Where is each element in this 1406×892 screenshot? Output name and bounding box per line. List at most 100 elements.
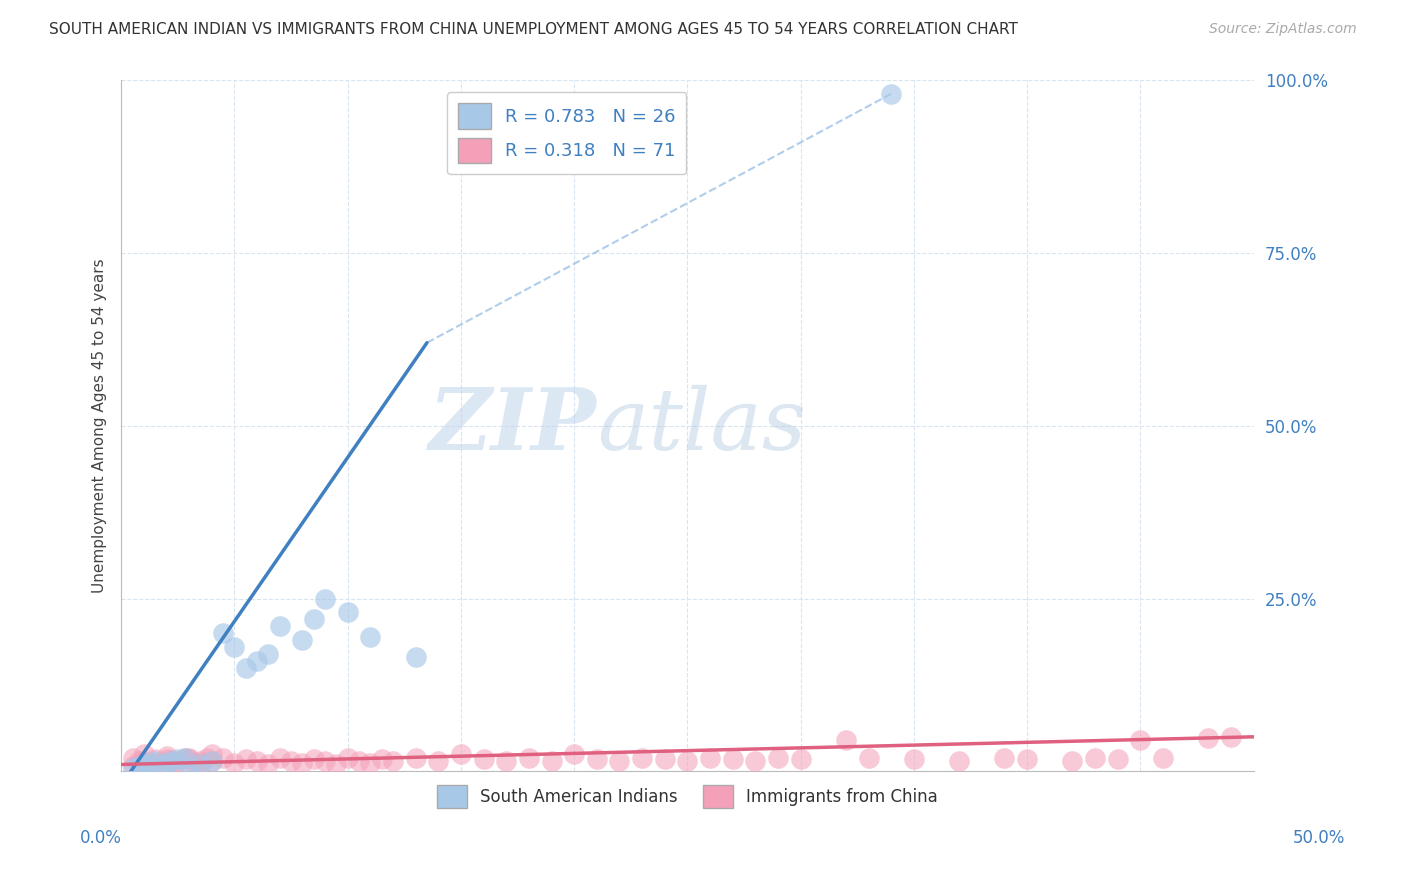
Point: [1084, 750, 1107, 764]
Point: [143, 756, 166, 770]
Point: [269, 750, 291, 764]
Point: [517, 750, 540, 764]
Point: [166, 754, 188, 768]
Point: [370, 752, 392, 766]
Point: [609, 754, 631, 768]
Point: [173, 750, 195, 764]
Point: [1197, 731, 1219, 746]
Point: [280, 754, 302, 768]
Point: [121, 759, 143, 773]
Point: [302, 612, 325, 626]
Point: [302, 752, 325, 766]
Point: [744, 754, 766, 768]
Point: [160, 754, 183, 768]
Point: [132, 754, 155, 768]
Point: [1129, 733, 1152, 747]
Point: [179, 752, 201, 766]
Text: 50.0%: 50.0%: [1292, 829, 1346, 847]
Point: [789, 752, 811, 766]
Point: [472, 752, 495, 766]
Point: [676, 754, 699, 768]
Point: [166, 755, 188, 769]
Point: [212, 626, 235, 640]
Point: [766, 750, 789, 764]
Point: [235, 752, 257, 766]
Point: [246, 654, 269, 668]
Point: [201, 754, 224, 768]
Legend: South American Indians, Immigrants from China: South American Indians, Immigrants from …: [430, 778, 945, 815]
Point: [166, 752, 188, 766]
Point: [880, 87, 903, 101]
Text: atlas: atlas: [596, 384, 806, 467]
Point: [150, 756, 173, 770]
Text: ZIP: ZIP: [429, 384, 596, 467]
Point: [201, 754, 224, 768]
Point: [450, 747, 472, 761]
Point: [138, 756, 160, 770]
Point: [1017, 752, 1039, 766]
Point: [183, 756, 205, 770]
Point: [269, 619, 291, 633]
Point: [359, 756, 381, 770]
Point: [699, 750, 721, 764]
Point: [291, 756, 314, 770]
Point: [160, 753, 183, 767]
Point: [336, 750, 359, 764]
Point: [190, 754, 212, 768]
Point: [195, 750, 218, 764]
Point: [993, 750, 1015, 764]
Point: [835, 733, 858, 747]
Point: [405, 650, 427, 665]
Point: [121, 750, 143, 764]
Point: [903, 752, 925, 766]
Point: [405, 750, 427, 764]
Point: [495, 754, 517, 768]
Point: [314, 754, 336, 768]
Point: [190, 757, 212, 772]
Point: [132, 747, 155, 761]
Point: [246, 754, 269, 768]
Point: [128, 759, 150, 773]
Point: [721, 752, 744, 766]
Point: [190, 757, 212, 772]
Point: [347, 754, 370, 768]
Point: [150, 759, 173, 773]
Point: [562, 747, 585, 761]
Point: [1220, 730, 1243, 744]
Point: [382, 754, 405, 768]
Point: [1152, 750, 1174, 764]
Point: [121, 761, 143, 775]
Point: [1107, 752, 1129, 766]
Point: [359, 630, 381, 644]
Point: [257, 647, 280, 661]
Point: [143, 754, 166, 768]
Point: [155, 749, 177, 764]
Point: [585, 752, 607, 766]
Text: 0.0%: 0.0%: [80, 829, 122, 847]
Point: [314, 591, 336, 606]
Point: [858, 750, 880, 764]
Text: Source: ZipAtlas.com: Source: ZipAtlas.com: [1209, 22, 1357, 37]
Point: [1062, 754, 1084, 768]
Point: [128, 757, 150, 772]
Point: [948, 754, 970, 768]
Point: [179, 761, 201, 775]
Point: [235, 661, 257, 675]
Point: [325, 757, 347, 772]
Point: [138, 757, 160, 772]
Point: [155, 756, 177, 770]
Point: [257, 757, 280, 772]
Point: [201, 747, 224, 761]
Y-axis label: Unemployment Among Ages 45 to 54 years: Unemployment Among Ages 45 to 54 years: [93, 259, 107, 593]
Point: [654, 752, 676, 766]
Text: SOUTH AMERICAN INDIAN VS IMMIGRANTS FROM CHINA UNEMPLOYMENT AMONG AGES 45 TO 54 : SOUTH AMERICAN INDIAN VS IMMIGRANTS FROM…: [49, 22, 1018, 37]
Point: [173, 750, 195, 764]
Point: [291, 633, 314, 648]
Point: [128, 754, 150, 768]
Point: [143, 752, 166, 766]
Point: [631, 750, 654, 764]
Point: [179, 750, 201, 764]
Point: [540, 754, 562, 768]
Point: [427, 754, 450, 768]
Point: [155, 752, 177, 766]
